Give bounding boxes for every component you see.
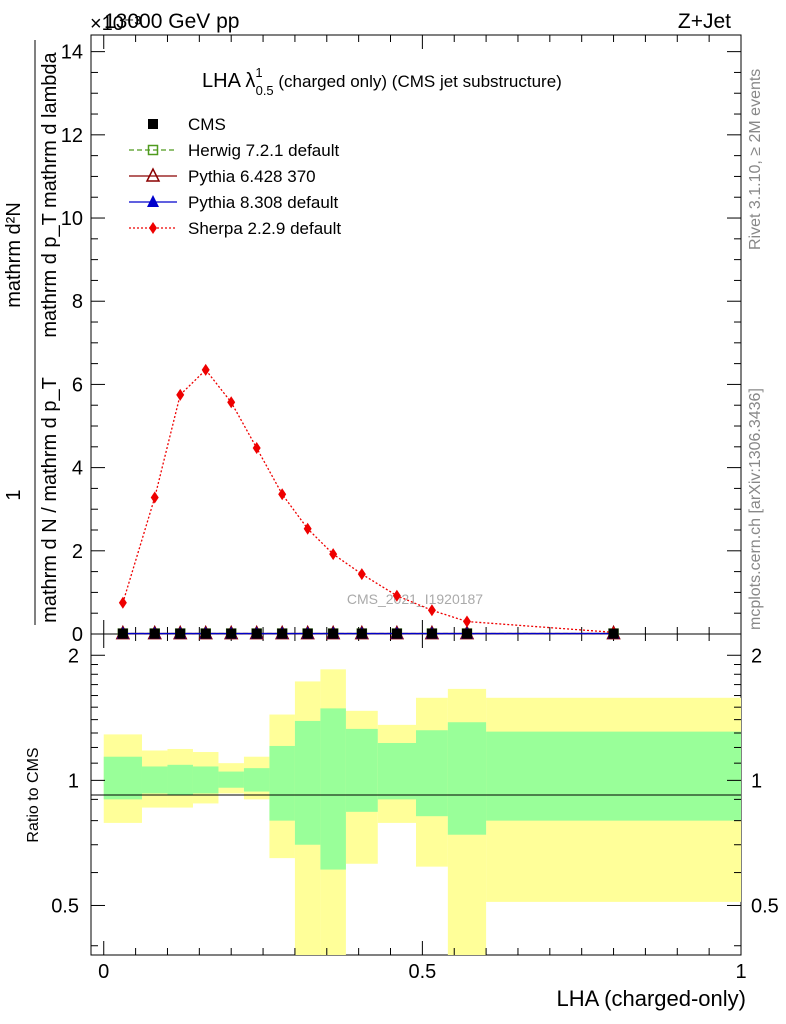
ratio-band-inner-bin xyxy=(218,771,244,788)
y-tick-label: 10 xyxy=(61,208,83,230)
legend-label: Sherpa 2.2.9 default xyxy=(188,219,341,238)
legend-marker xyxy=(149,222,157,234)
data-point xyxy=(427,604,436,617)
ratio-band-inner-bin xyxy=(103,756,142,800)
series-pythia-8-308-default xyxy=(116,626,620,639)
ylabel-numerator-1: 1 xyxy=(3,489,25,500)
y-tick-label: 2 xyxy=(72,541,83,563)
ratio-y-tick-label-right: 1 xyxy=(751,770,762,792)
data-point xyxy=(302,628,313,639)
main-axes: 0 2 4 6 8 10 12 14 xyxy=(61,35,742,646)
data-point xyxy=(226,628,237,639)
data-point xyxy=(303,522,312,535)
y-tick-label: 14 xyxy=(61,42,83,64)
data-point xyxy=(227,396,236,409)
main-ylabel: 1 mathrm d N / mathrm d p_T mathrm d²N m… xyxy=(3,40,61,625)
ratio-y-tick-label-left: 2 xyxy=(68,645,79,667)
y-tick-label: 0 xyxy=(72,624,83,646)
data-point xyxy=(252,442,261,455)
ylabel-dd: mathrm d p_T mathrm d lambda xyxy=(39,51,61,337)
data-point xyxy=(278,488,287,501)
side-label-rivet: Rivet 3.1.10, ≥ 2M events xyxy=(747,69,764,250)
legend-label: CMS xyxy=(188,115,226,134)
data-point xyxy=(357,568,366,581)
data-point xyxy=(201,363,210,376)
series-cms xyxy=(117,628,619,639)
title-rest: (charged only) (CMS jet substructure) xyxy=(274,72,562,91)
data-point xyxy=(356,628,367,639)
header-right: Z+Jet xyxy=(678,10,731,33)
data-point xyxy=(462,615,471,628)
data-point xyxy=(608,628,619,639)
data-point xyxy=(149,628,160,639)
legend-label: Herwig 7.2.1 default xyxy=(188,141,339,160)
legend-marker xyxy=(148,119,158,129)
title-sup: 1 xyxy=(255,65,262,80)
ylabel-denominator: mathrm d N / mathrm d p_T xyxy=(39,377,61,623)
ratio-band-inner-bin xyxy=(294,720,321,845)
legend-marker xyxy=(147,195,159,207)
watermark: CMS_2021_I1920187 xyxy=(347,591,483,607)
header-exponent: ×10⁻³ xyxy=(90,13,141,35)
ratio-y-tick-label-left: 1 xyxy=(68,770,79,792)
legend-label: Pythia 8.308 default xyxy=(188,193,339,212)
header-left: 13000 GeV pp xyxy=(104,10,239,33)
data-point xyxy=(392,589,401,602)
y-tick-label: 6 xyxy=(72,374,83,396)
ratio-band-inner-bin xyxy=(447,722,487,835)
ratio-band-inner-bin xyxy=(269,745,295,821)
ratio-band-inner-bin xyxy=(416,730,448,817)
y-tick-label: 8 xyxy=(72,291,83,313)
legend: CMS Herwig 7.2.1 default Pythia 6.428 370 P… xyxy=(129,115,341,238)
data-point xyxy=(329,548,338,561)
ratio-band-inner-bin xyxy=(320,708,346,870)
ratio-axes: 0.5 0.5 1 1 2 2 0 0.5 1 xyxy=(51,634,779,983)
legend-label: Pythia 6.428 370 xyxy=(188,167,316,186)
data-point xyxy=(175,628,186,639)
data-point xyxy=(251,628,262,639)
data-point xyxy=(118,596,127,609)
y-tick-label: 12 xyxy=(61,125,83,147)
side-label-mcplots: mcplots.cern.ch [arXiv:1306.3436] xyxy=(747,388,764,630)
data-point xyxy=(277,628,288,639)
ratio-band-inner-bin xyxy=(486,731,741,821)
title-main: LHA λ xyxy=(202,70,255,92)
data-point xyxy=(426,628,437,639)
x-tick-label: 0.5 xyxy=(408,961,436,983)
ratio-band-inner-bin xyxy=(141,766,168,794)
series-layer xyxy=(115,363,621,640)
title-sub: 0.5 xyxy=(256,83,274,98)
ratio-y-tick-label-left: 0.5 xyxy=(51,895,79,917)
ratio-band-inner-bin xyxy=(377,742,416,800)
plot-title: LHA λ1 0.5 (charged only) (CMS jet substr… xyxy=(202,65,562,98)
data-point xyxy=(150,491,159,504)
data-point xyxy=(176,388,185,401)
series-pythia-6-428-370 xyxy=(115,624,621,640)
ratio-bands xyxy=(103,669,741,955)
data-point xyxy=(200,628,211,639)
ratio-band-inner-bin xyxy=(345,728,378,812)
ratio-band-inner-bin xyxy=(192,766,219,794)
x-tick-label: 0 xyxy=(98,961,109,983)
xlabel: LHA (charged-only) xyxy=(556,986,746,1011)
data-point xyxy=(391,628,402,639)
data-point xyxy=(328,628,339,639)
data-point xyxy=(461,628,472,639)
ratio-y-tick-label-right: 0.5 xyxy=(751,895,779,917)
ratio-band-inner-bin xyxy=(167,764,193,796)
ylabel-dn: mathrm d²N xyxy=(3,202,25,308)
legend-marker xyxy=(145,167,161,182)
ratio-band-inner-bin xyxy=(243,768,270,792)
legend-marker xyxy=(147,144,159,156)
data-point xyxy=(117,628,128,639)
series-line xyxy=(122,368,614,633)
y-tick-label: 4 xyxy=(72,458,83,480)
x-tick-label: 1 xyxy=(735,961,746,983)
ratio-ylabel: Ratio to CMS xyxy=(25,747,42,842)
ratio-y-tick-label-right: 2 xyxy=(751,645,762,667)
